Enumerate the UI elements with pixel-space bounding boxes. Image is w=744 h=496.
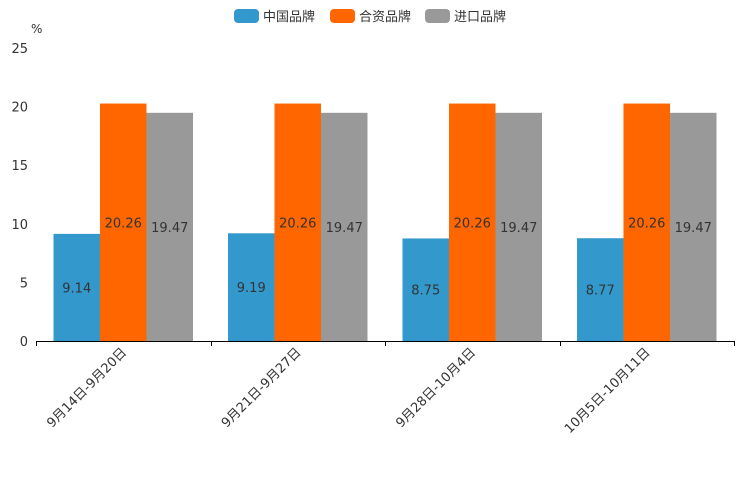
- bar: [274, 103, 321, 342]
- x-tick-label: 10月5日-10月11日: [562, 345, 654, 437]
- y-tick-label: 5: [20, 276, 28, 291]
- y-axis-ticks: 0 5 10 15 20 25: [11, 42, 28, 350]
- y-tick-label: 25: [11, 42, 28, 57]
- bar-value-label: 19.47: [500, 221, 537, 236]
- bar-value-label: 9.19: [237, 281, 266, 296]
- bar: [495, 112, 542, 341]
- x-tick-label: 9月28日-10月4日: [393, 345, 479, 431]
- bar: [402, 238, 449, 341]
- bars: [53, 103, 717, 342]
- y-axis-unit-label: %: [31, 22, 42, 36]
- bar-value-label: 20.26: [105, 216, 142, 231]
- bar-value-label: 19.47: [151, 221, 188, 236]
- bar-value-label: 19.47: [326, 221, 363, 236]
- bar-value-label: 8.75: [411, 284, 440, 299]
- bar: [321, 112, 368, 341]
- bar-value-label: 8.77: [586, 284, 615, 299]
- x-axis-ticks: 9月14日-9月20日 9月21日-9月27日 9月28日-10月4日 10月5日-1…: [36, 341, 735, 437]
- bar-value-label: 20.26: [454, 216, 491, 231]
- legend-swatch: [425, 9, 450, 23]
- legend-label: 进口品牌: [454, 9, 506, 25]
- y-tick-label: 15: [11, 159, 28, 174]
- bar: [146, 112, 193, 341]
- bar: [53, 233, 100, 341]
- legend-item[interactable]: 进口品牌: [425, 9, 506, 25]
- legend-item[interactable]: 中国品牌: [234, 9, 315, 25]
- y-tick-label: 20: [11, 101, 28, 116]
- bar: [100, 103, 147, 342]
- x-tick-label: 9月21日-9月27日: [219, 345, 305, 431]
- legend-swatch: [330, 9, 355, 23]
- bar: [449, 103, 496, 342]
- legend-item[interactable]: 合资品牌: [330, 9, 411, 25]
- legend-label: 合资品牌: [359, 9, 411, 25]
- bar-value-label: 20.26: [279, 216, 316, 231]
- legend-swatch: [234, 9, 259, 23]
- bar-labels: 9.14 9.19 8.75 8.77 20.26 20.26 20.26 20.26 19.4…: [62, 216, 712, 298]
- bar-value-label: 9.14: [62, 281, 91, 296]
- legend: 中国品牌 合资品牌 进口品牌: [234, 9, 506, 25]
- legend-label: 中国品牌: [263, 9, 315, 25]
- bar-value-label: 20.26: [628, 216, 665, 231]
- y-tick-label: 10: [11, 218, 28, 233]
- x-tick-label: 9月14日-9月20日: [44, 345, 130, 431]
- bar: [577, 238, 624, 341]
- bar-value-label: 19.47: [675, 221, 712, 236]
- bar: [670, 112, 717, 341]
- bar: [623, 103, 670, 342]
- bar: [228, 233, 275, 341]
- y-tick-label: 0: [20, 335, 28, 350]
